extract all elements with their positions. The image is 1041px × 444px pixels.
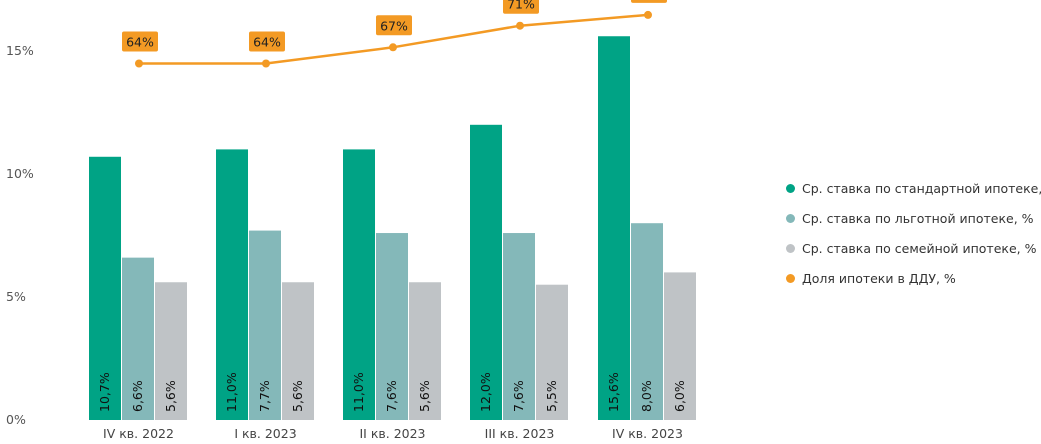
share-label-box	[376, 15, 412, 36]
legend-marker-preferential	[786, 213, 795, 223]
bar-standard	[470, 124, 502, 421]
bar-family	[282, 282, 314, 420]
bar-value-label: 7,6%	[384, 380, 399, 412]
bar-value-label: 5,5%	[544, 380, 559, 412]
bar-standard	[343, 149, 375, 420]
bar-value-label: 8,0%	[639, 380, 654, 412]
bar-value-label: 7,7%	[257, 380, 272, 412]
legend-marker-standard	[786, 183, 795, 193]
bar-value-label: 10,7%	[97, 372, 112, 412]
bar-value-label: 11,0%	[224, 372, 239, 412]
bar-value-label: 6,6%	[130, 380, 145, 412]
y-tick-label: 15%	[6, 43, 34, 58]
x-tick-label: I кв. 2023	[234, 426, 296, 441]
bar-preferential	[249, 230, 281, 420]
legend-item-family: Ср. ставка по семейной ипотеке, %	[786, 233, 1041, 263]
share-point	[135, 59, 143, 68]
x-tick-label: II кв. 2023	[359, 426, 425, 441]
bar-family	[155, 282, 187, 420]
share-point	[389, 43, 397, 52]
bar-preferential	[122, 257, 154, 420]
legend-label-share: Доля ипотеки в ДДУ, %	[802, 270, 956, 286]
bar-standard	[598, 36, 630, 421]
bar-standard	[89, 156, 121, 420]
bar-value-label: 5,6%	[290, 380, 305, 412]
share-label: 64%	[126, 35, 154, 50]
share-label: 64%	[253, 35, 281, 50]
bar-value-label: 15,6%	[606, 372, 621, 412]
chart-plot: 0% 5% 10% 15% 10,7% 11,0% 11,0% 12,0% 15,6% 6,6% 7…	[6, 0, 696, 441]
bar-standard	[216, 149, 248, 420]
legend-marker-family	[786, 243, 795, 253]
x-tick-label: III кв. 2023	[485, 426, 555, 441]
bar-preferential	[503, 233, 535, 420]
bar-family	[409, 282, 441, 420]
bar-value-label: 6,0%	[672, 380, 687, 412]
bar-value-label: 12,0%	[478, 372, 493, 412]
bar-family	[536, 284, 568, 420]
legend-label-family: Ср. ставка по семейной ипотеке, %	[802, 240, 1037, 256]
share-point	[262, 59, 270, 68]
share-label-box	[122, 31, 158, 52]
legend: Ср. ставка по стандартной ипотеке, % Ср.…	[786, 173, 1041, 293]
share-label-box	[503, 0, 539, 14]
share-point	[516, 21, 524, 30]
share-label: 67%	[380, 18, 408, 33]
bar-family	[664, 272, 696, 420]
share-label: 71%	[507, 0, 535, 12]
bar-preferential	[376, 233, 408, 420]
legend-label-preferential: Ср. ставка по льготной ипотеке, %	[802, 210, 1034, 226]
bar-preferential	[631, 223, 663, 420]
share-label-box	[631, 0, 667, 3]
y-tick-label: 0%	[6, 412, 26, 427]
y-tick-label: 5%	[6, 289, 26, 304]
legend-item-preferential: Ср. ставка по льготной ипотеке, %	[786, 203, 1041, 233]
y-tick-label: 10%	[6, 166, 34, 181]
bar-value-label: 5,6%	[163, 380, 178, 412]
share-point	[644, 10, 652, 19]
legend-item-standard: Ср. ставка по стандартной ипотеке, %	[786, 173, 1041, 203]
legend-marker-share	[786, 273, 795, 283]
legend-label-standard: Ср. ставка по стандартной ипотеке, %	[802, 180, 1041, 196]
x-tick-label: IV кв. 2022	[103, 426, 174, 441]
bar-value-label: 5,6%	[417, 380, 432, 412]
bar-value-label: 7,6%	[511, 380, 526, 412]
legend-item-share: Доля ипотеки в ДДУ, %	[786, 263, 1041, 293]
share-label-box	[249, 31, 285, 52]
bar-value-label: 11,0%	[351, 372, 366, 412]
share-label: 73%	[635, 0, 663, 1]
x-tick-label: IV кв. 2023	[612, 426, 683, 441]
